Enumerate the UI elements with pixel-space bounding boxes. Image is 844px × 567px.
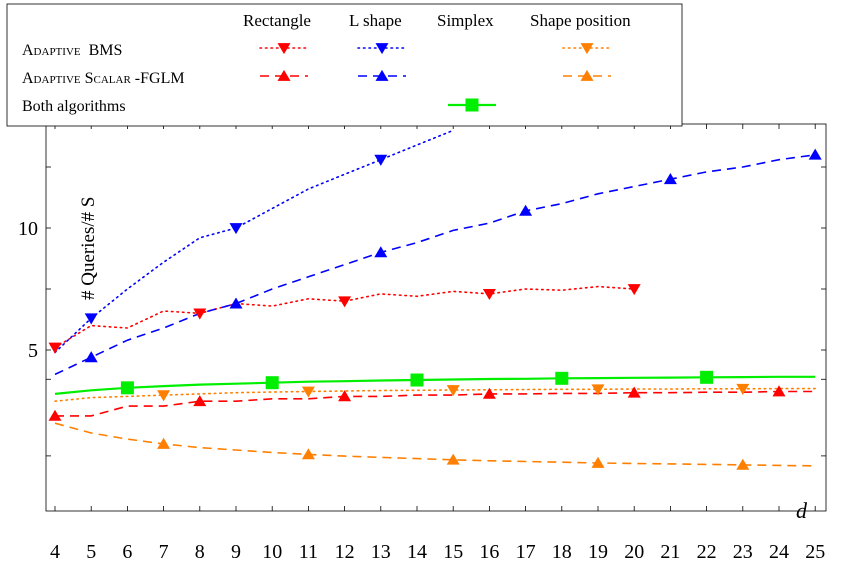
series-5-point bbox=[446, 453, 460, 465]
series-4-point bbox=[374, 246, 388, 258]
series-4-point bbox=[84, 351, 98, 363]
series-0-point bbox=[338, 296, 352, 308]
series-3-point bbox=[48, 409, 62, 421]
x-axis-ticks: 4 5 6 7 8 9 10 11 12 13 14 15 16 17 18 19 20 21 22 23 24 25 bbox=[50, 124, 825, 563]
series-5-point bbox=[591, 456, 605, 468]
series-5-point bbox=[301, 448, 315, 460]
series-2-point bbox=[736, 383, 750, 395]
x-tick-label: 15 bbox=[443, 541, 463, 563]
series-3-point bbox=[193, 395, 207, 407]
x-tick-label: 18 bbox=[552, 541, 572, 563]
y-axis-ticks: 5 10 bbox=[18, 166, 826, 457]
x-tick-label: 13 bbox=[371, 541, 391, 563]
series-0-point bbox=[48, 342, 62, 354]
series-3-point bbox=[627, 386, 641, 398]
series-0-point bbox=[627, 284, 641, 296]
plot-frame bbox=[45, 123, 827, 512]
legend-row-adaptive-scalar-fglm-caps: Adaptive Scalar bbox=[22, 70, 131, 87]
series-5-point bbox=[736, 458, 750, 470]
legend-sample-marker bbox=[465, 98, 479, 112]
legend-sample-marker bbox=[375, 69, 389, 81]
series-line-1 bbox=[54, 129, 455, 354]
series-0-point bbox=[193, 308, 207, 320]
legend-sample-marker bbox=[375, 43, 389, 55]
x-tick-label: 14 bbox=[407, 541, 427, 563]
x-tick-label: 8 bbox=[195, 541, 205, 563]
x-tick-label: 4 bbox=[50, 541, 60, 563]
legend-row-both-algorithms: Both algorithms bbox=[22, 98, 126, 115]
series-lines bbox=[54, 129, 817, 467]
x-tick-label: 5 bbox=[86, 541, 96, 563]
legend-col-rectangle: Rectangle bbox=[243, 11, 311, 30]
legend-sample-marker bbox=[580, 69, 594, 81]
legend-row-adaptive-bms-rest: BMS bbox=[89, 42, 123, 59]
x-tick-label: 11 bbox=[299, 541, 318, 563]
legend-sample-marker bbox=[277, 43, 291, 55]
x-tick-label: 9 bbox=[231, 541, 241, 563]
series-line-3 bbox=[55, 390, 816, 417]
series-4-point bbox=[229, 297, 243, 309]
legend-box bbox=[6, 3, 683, 127]
legend-samples bbox=[259, 43, 612, 112]
series-line-6 bbox=[54, 375, 816, 395]
x-tick-label: 21 bbox=[660, 541, 680, 563]
series-2-point bbox=[301, 386, 315, 398]
legend-row-adaptive-scalar-fglm-rest: -FGLM bbox=[135, 70, 185, 87]
series-1-point bbox=[229, 223, 243, 235]
x-tick-label: 20 bbox=[624, 541, 644, 563]
series-6-point bbox=[120, 381, 134, 395]
series-6-point bbox=[265, 376, 279, 390]
legend-col-shape-position: Shape position bbox=[530, 11, 631, 30]
series-1-point bbox=[374, 154, 388, 166]
x-tick-label: 6 bbox=[122, 541, 132, 563]
series-2-point bbox=[591, 384, 605, 396]
x-tick-label: 7 bbox=[159, 541, 169, 563]
x-tick-label: 23 bbox=[733, 541, 753, 563]
series-6-point bbox=[555, 371, 569, 385]
series-4-point bbox=[663, 173, 677, 185]
series-3-point bbox=[482, 387, 496, 399]
series-line-2 bbox=[54, 387, 817, 403]
legend: Rectangle L shape Simplex Shape position… bbox=[6, 3, 683, 127]
x-tick-label: 12 bbox=[335, 541, 355, 563]
legend-col-l-shape: L shape bbox=[349, 11, 402, 30]
series-5-point bbox=[157, 437, 171, 449]
y-axis-label: # Queries/# S bbox=[78, 197, 99, 300]
x-tick-label: 25 bbox=[805, 541, 825, 563]
series-2-point bbox=[157, 390, 171, 402]
series-line-0 bbox=[54, 285, 636, 349]
series-markers bbox=[48, 148, 822, 470]
series-line-5 bbox=[54, 422, 816, 467]
x-tick-label: 24 bbox=[769, 541, 789, 563]
series-4-point bbox=[519, 204, 533, 216]
legend-sample-marker bbox=[277, 69, 291, 81]
legend-row-adaptive-bms: Adaptive BMS bbox=[22, 42, 122, 59]
y-tick-label: 10 bbox=[18, 218, 38, 240]
x-tick-label: 10 bbox=[262, 541, 282, 563]
x-tick-label: 16 bbox=[479, 541, 499, 563]
series-3-point bbox=[338, 390, 352, 402]
series-6-point bbox=[700, 370, 714, 384]
legend-row-adaptive-bms-caps: Adaptive bbox=[22, 42, 81, 59]
series-2-point bbox=[446, 385, 460, 397]
x-tick-label: 19 bbox=[588, 541, 608, 563]
legend-row-adaptive-scalar-fglm: Adaptive Scalar -FGLM bbox=[22, 70, 185, 87]
x-axis-label: d bbox=[796, 498, 808, 523]
legend-sample-marker bbox=[580, 43, 594, 55]
series-1-point bbox=[84, 313, 98, 325]
series-line-4 bbox=[54, 154, 816, 376]
x-tick-label: 17 bbox=[516, 541, 536, 563]
series-6-point bbox=[410, 373, 424, 387]
legend-col-simplex: Simplex bbox=[437, 11, 494, 30]
series-3-point bbox=[772, 385, 786, 397]
x-tick-label: 22 bbox=[697, 541, 717, 563]
y-tick-label: 5 bbox=[28, 340, 38, 362]
series-0-point bbox=[482, 289, 496, 301]
series-4-point bbox=[808, 148, 822, 160]
